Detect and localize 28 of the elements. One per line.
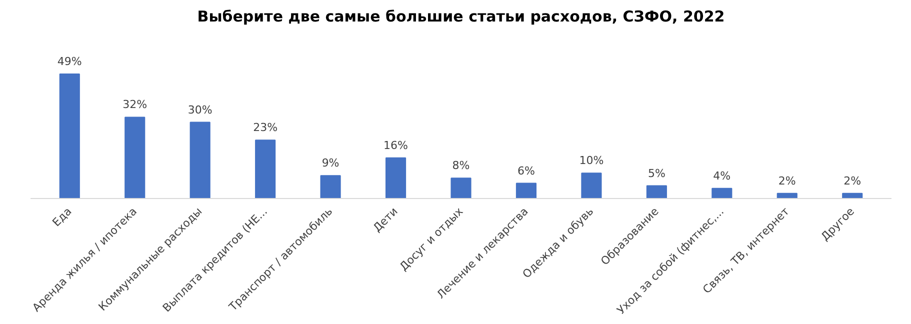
data-label: 2% — [844, 174, 862, 188]
data-label: 16% — [384, 138, 408, 152]
x-tick-label: Еда — [50, 204, 74, 230]
bar — [255, 140, 276, 198]
bar — [450, 178, 472, 198]
bar — [59, 74, 80, 198]
data-label: 10% — [579, 154, 604, 168]
bar — [842, 192, 863, 198]
data-label: 5% — [648, 166, 666, 180]
bar — [712, 188, 732, 198]
data-label: 23% — [253, 121, 278, 134]
chart-title: Выберите две самые большие статьи расходов, СЗФО, 2022 — [197, 8, 725, 26]
bar — [385, 157, 406, 198]
data-label: 49% — [57, 55, 82, 68]
data-label: 32% — [122, 98, 148, 112]
data-label: 30% — [188, 103, 212, 116]
bar — [581, 172, 602, 198]
data-label: 2% — [778, 174, 796, 188]
data-label: 9% — [322, 156, 340, 170]
bar — [516, 182, 537, 198]
bar — [190, 122, 210, 198]
data-label: 6% — [518, 164, 535, 178]
bar — [646, 185, 667, 198]
bar — [124, 116, 146, 198]
bar — [776, 192, 798, 198]
data-label: 8% — [452, 159, 470, 172]
data-label: 4% — [713, 169, 731, 182]
bar — [320, 175, 341, 198]
